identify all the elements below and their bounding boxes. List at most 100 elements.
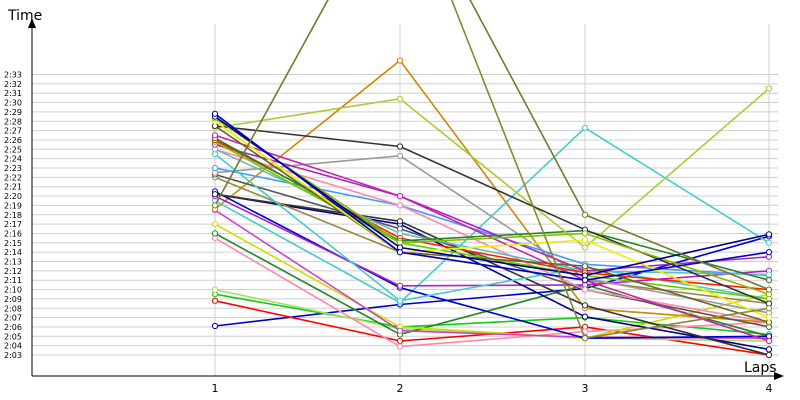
y-axis-arrow-icon bbox=[28, 18, 36, 28]
series-line bbox=[214, 148, 770, 324]
y-tick-label: 2:10 bbox=[4, 286, 22, 295]
y-tick-label: 2:08 bbox=[4, 304, 22, 313]
series-line bbox=[214, 148, 770, 276]
data-point bbox=[211, 297, 219, 304]
y-tick-label: 2:03 bbox=[4, 351, 22, 360]
data-point bbox=[396, 202, 404, 209]
data-point bbox=[765, 249, 773, 256]
data-point bbox=[211, 202, 219, 209]
data-point bbox=[581, 286, 589, 293]
series-line bbox=[214, 154, 770, 314]
data-point bbox=[396, 327, 404, 334]
y-tick-label: 2:15 bbox=[4, 239, 22, 248]
data-point bbox=[211, 230, 219, 237]
data-point bbox=[765, 346, 773, 353]
grid-layer bbox=[32, 24, 778, 376]
data-point bbox=[765, 337, 773, 345]
y-tick-label: 2:09 bbox=[4, 295, 22, 304]
data-point bbox=[396, 297, 404, 304]
data-point bbox=[396, 249, 404, 256]
data-point bbox=[765, 85, 773, 92]
data-point bbox=[396, 218, 404, 225]
x-tick-labels: 1 2 3 4 bbox=[212, 382, 773, 395]
y-tick-label: 2:31 bbox=[4, 89, 22, 98]
y-tick-label: 2:27 bbox=[4, 127, 22, 136]
y-tick-label: 2:04 bbox=[4, 342, 22, 351]
data-point bbox=[581, 263, 589, 270]
series-33 bbox=[211, 110, 773, 284]
y-tick-label: 2:19 bbox=[4, 201, 22, 210]
series-35 bbox=[450, 0, 773, 342]
data-point bbox=[581, 236, 589, 244]
y-tick-label: 2:05 bbox=[4, 332, 22, 341]
y-tick-label: 2:07 bbox=[4, 314, 22, 323]
data-point bbox=[765, 271, 773, 278]
data-point bbox=[581, 335, 589, 342]
y-tick-label: 2:21 bbox=[4, 183, 22, 192]
series-line bbox=[214, 117, 770, 295]
series-line bbox=[214, 120, 770, 319]
y-tick-label: 2:16 bbox=[4, 229, 22, 238]
series-line bbox=[214, 126, 770, 304]
data-point bbox=[396, 143, 404, 150]
data-point bbox=[581, 230, 589, 237]
series-line bbox=[214, 237, 770, 348]
data-point bbox=[211, 221, 219, 228]
series-16 bbox=[211, 171, 773, 330]
data-point bbox=[581, 124, 589, 131]
data-point bbox=[396, 193, 404, 200]
x-tick-label: 1 bbox=[212, 382, 219, 395]
axis-layer: Time Laps bbox=[7, 8, 784, 380]
data-point bbox=[765, 239, 773, 246]
series-line bbox=[214, 293, 770, 336]
y-tick-label: 2:20 bbox=[4, 192, 22, 201]
data-point bbox=[765, 231, 773, 238]
series-line bbox=[214, 0, 770, 291]
series-14 bbox=[211, 191, 773, 359]
x-axis-title: Laps bbox=[744, 360, 777, 376]
series-line bbox=[214, 59, 770, 324]
y-tick-label: 2:13 bbox=[4, 258, 22, 267]
y-tick-label: 2:25 bbox=[4, 145, 22, 154]
y-axis-title: Time bbox=[7, 8, 42, 24]
y-tick-label: 2:12 bbox=[4, 267, 22, 276]
y-tick-label: 2:29 bbox=[4, 108, 22, 117]
series-line bbox=[214, 113, 770, 282]
series-line bbox=[214, 223, 770, 340]
y-tick-label: 2:14 bbox=[4, 248, 22, 257]
series-17 bbox=[211, 152, 773, 316]
data-point bbox=[396, 95, 404, 102]
data-point bbox=[765, 277, 773, 284]
y-tick-label: 2:26 bbox=[4, 136, 22, 145]
data-point bbox=[581, 211, 589, 218]
data-point bbox=[765, 351, 773, 359]
y-tick-label: 2:30 bbox=[4, 99, 22, 108]
data-point bbox=[765, 305, 773, 312]
series-34 bbox=[211, 0, 773, 293]
series-line bbox=[214, 195, 770, 287]
series-line bbox=[214, 193, 770, 356]
data-point bbox=[581, 277, 589, 284]
data-point bbox=[396, 343, 404, 350]
y-tick-label: 2:11 bbox=[4, 276, 22, 285]
y-tick-label: 2:23 bbox=[4, 164, 22, 173]
data-point bbox=[211, 132, 219, 139]
data-point bbox=[211, 286, 219, 293]
series-line bbox=[214, 193, 770, 351]
data-point bbox=[211, 164, 219, 172]
y-tick-label: 2:18 bbox=[4, 211, 22, 220]
data-point bbox=[396, 152, 404, 159]
data-point bbox=[581, 302, 589, 309]
series-line bbox=[450, 0, 770, 340]
series-layer bbox=[211, 0, 773, 359]
x-tick-label: 2 bbox=[397, 382, 404, 395]
y-tick-label: 2:28 bbox=[4, 117, 22, 126]
data-point bbox=[581, 313, 589, 320]
series-line bbox=[214, 190, 770, 340]
series-line bbox=[214, 87, 770, 249]
data-point bbox=[396, 282, 404, 289]
data-point bbox=[396, 57, 404, 64]
data-point bbox=[765, 286, 773, 293]
series-line bbox=[214, 153, 770, 302]
